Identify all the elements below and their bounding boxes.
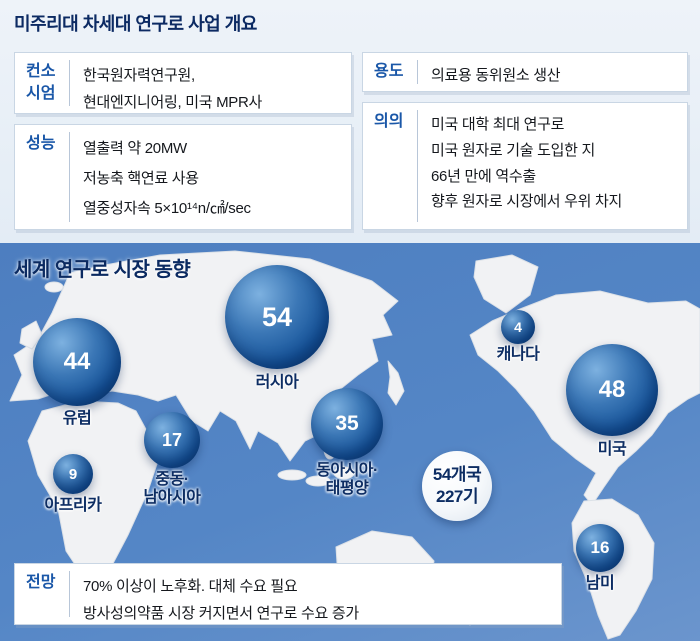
text-line: 저농축 핵연료 사용	[83, 170, 199, 187]
text-line: 열출력 약 20MW	[83, 140, 187, 157]
significance-label: 의의	[374, 113, 404, 130]
region-label-mideast-south-asia: 중동· 남아시아	[144, 471, 201, 508]
landmass-indonesia-2	[305, 475, 331, 487]
significance-content: 미국 대학 최대 연구로 미국 원자로 기술 도입한 지 66년 만에 역수출 …	[417, 110, 687, 222]
region-name: 태평양	[325, 480, 369, 498]
reactor-count: 17	[161, 429, 183, 450]
region-name: 동아시아·	[316, 462, 378, 479]
reactor-count: 48	[598, 376, 626, 403]
landmass-indonesia-3	[333, 466, 355, 480]
region-name: 아프리카	[44, 497, 102, 514]
text-line: 현대엔지니어링, 미국 MPR사	[83, 94, 263, 111]
total-countries: 54개국	[432, 464, 482, 484]
outlook-label: 전망	[26, 574, 56, 591]
text-line: 70% 이상이 노후화. 대체 수요 필요	[83, 578, 298, 595]
performance-label: 성능	[26, 135, 56, 152]
bubble-mideast-south-asia: 17	[144, 412, 200, 468]
landmass-indonesia-1	[277, 469, 307, 481]
consortium-label: 컨소시엄	[26, 63, 56, 102]
bubble-east-asia-pacific: 35	[311, 388, 383, 460]
bubble-russia: 54	[225, 265, 329, 369]
reactor-count: 4	[514, 319, 522, 335]
region-label-europe: 유럽	[62, 410, 92, 428]
landmass-japan	[387, 360, 405, 406]
text-line: 미국 대학 최대 연구로	[431, 116, 565, 133]
region-name: 캐나다	[496, 346, 540, 363]
landmass-greenland	[473, 254, 539, 314]
outlook-content: 70% 이상이 노후화. 대체 수요 필요 방사성의약품 시장 커지면서 연구로…	[69, 571, 561, 622]
region-name: 미국	[597, 441, 627, 458]
region-label-russia: 러시아	[256, 374, 299, 392]
consortium-content: 한국원자력연구원, 현대엔지니어링, 미국 MPR사	[69, 60, 351, 111]
region-label-africa: 아프리카	[45, 497, 102, 515]
text-line: 열중성자속 5×10¹⁴n/㎠/sec	[83, 200, 251, 217]
performance-box: 성능 열출력 약 20MW 저농축 핵연료 사용 열중성자속 5×10¹⁴n/㎠…	[14, 124, 352, 230]
text-line: 의료용 동위원소 생산	[431, 67, 561, 84]
region-label-usa: 미국	[597, 441, 627, 459]
region-name: 유럽	[62, 410, 92, 427]
region-name: 남미	[585, 575, 615, 592]
map-section: 세계 연구로 시장 동향 54 44 4 48 17 9 35 16 러시아	[0, 243, 700, 641]
region-name: 중동·	[155, 471, 189, 488]
map-title: 세계 연구로 시장 동향	[14, 259, 191, 281]
region-label-canada: 캐나다	[497, 346, 540, 364]
text-line: 향후 원자로 시장에서 우위 차지	[431, 193, 622, 211]
region-label-south-america: 남미	[585, 575, 615, 593]
outlook-box: 전망 70% 이상이 노후화. 대체 수요 필요 방사성의약품 시장 커지면서 …	[14, 563, 562, 625]
landmass-iceland	[44, 281, 64, 293]
usage-box: 용도 의료용 동위원소 생산	[362, 52, 688, 92]
region-name: 남아시아	[143, 489, 201, 507]
text-line: 방사성의약품 시장 커지면서 연구로 수요 증가	[83, 605, 359, 622]
usage-content: 의료용 동위원소 생산	[417, 60, 687, 84]
total-count-circle: 54개국 227기	[422, 451, 492, 521]
landmass-south-america	[571, 498, 655, 640]
overview-section: 미주리대 차세대 연구로 사업 개요 컨소시엄 한국원자력연구원, 현대엔지니어…	[0, 0, 700, 243]
performance-content: 열출력 약 20MW 저농축 핵연료 사용 열중성자속 5×10¹⁴n/㎠/se…	[69, 132, 351, 222]
landmass-africa	[27, 400, 161, 582]
region-label-east-asia-pacific: 동아시아· 태평양	[316, 462, 378, 499]
bubble-canada: 4	[501, 310, 535, 344]
reactor-count: 16	[590, 538, 610, 557]
reactor-count: 35	[335, 412, 359, 435]
text-line: 66년 만에 역수출	[431, 167, 536, 185]
consortium-box: 컨소시엄 한국원자력연구원, 현대엔지니어링, 미국 MPR사	[14, 52, 352, 114]
region-name: 러시아	[255, 374, 299, 391]
bubble-europe: 44	[33, 318, 121, 406]
text-line: 미국 원자로 기술 도입한 지	[431, 141, 595, 159]
reactor-count: 9	[68, 465, 78, 483]
significance-box: 의의 미국 대학 최대 연구로 미국 원자로 기술 도입한 지 66년 만에 역…	[362, 102, 688, 230]
bubble-usa: 48	[566, 344, 658, 436]
bubble-africa: 9	[53, 454, 93, 494]
reactor-count: 54	[261, 301, 293, 332]
total-reactors: 227기	[435, 487, 479, 506]
reactor-count: 44	[63, 348, 91, 375]
text-line: 한국원자력연구원,	[83, 67, 195, 84]
usage-label: 용도	[374, 63, 404, 80]
bubble-south-america: 16	[576, 524, 624, 572]
page-title: 미주리대 차세대 연구로 사업 개요	[14, 14, 257, 34]
